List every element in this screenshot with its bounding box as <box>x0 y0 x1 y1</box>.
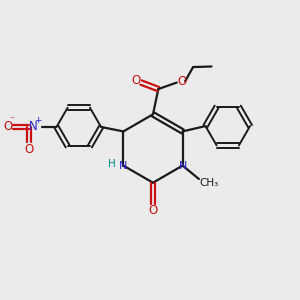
Text: +: + <box>34 116 42 125</box>
Text: ⁻: ⁻ <box>9 116 14 125</box>
Text: N: N <box>29 121 38 134</box>
Text: O: O <box>24 143 34 156</box>
Text: O: O <box>177 75 186 88</box>
Text: O: O <box>148 204 158 218</box>
Text: N: N <box>118 161 127 171</box>
Text: CH₃: CH₃ <box>200 178 219 188</box>
Text: H: H <box>108 159 116 169</box>
Text: O: O <box>3 121 13 134</box>
Text: O: O <box>131 74 140 87</box>
Text: N: N <box>179 161 188 171</box>
